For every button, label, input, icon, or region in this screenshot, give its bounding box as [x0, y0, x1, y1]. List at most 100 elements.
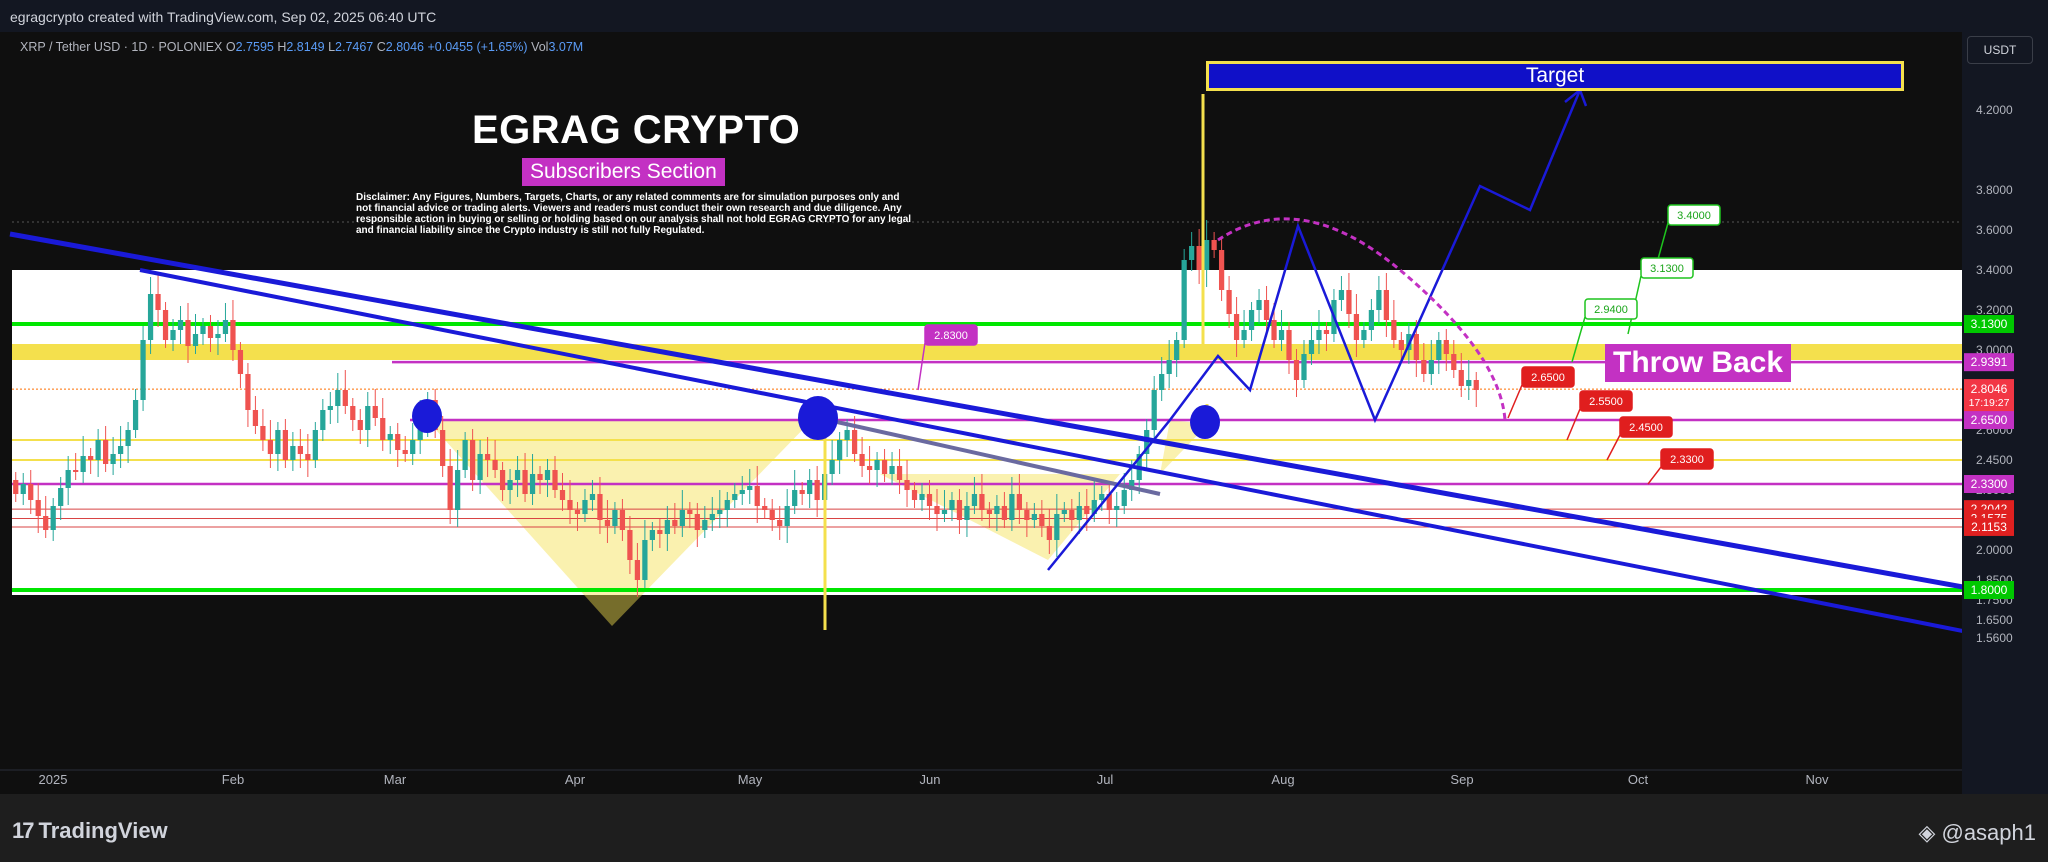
candle-body — [1076, 506, 1082, 520]
candle-body — [1039, 514, 1045, 526]
candle-body — [28, 484, 34, 500]
candle-body — [305, 454, 311, 460]
y-axis-tick-label: 1.6500 — [1976, 613, 2013, 627]
candle-body — [260, 426, 266, 440]
candle-body — [80, 456, 86, 472]
dashed-arc — [1217, 217, 1507, 421]
candle-body — [372, 406, 378, 418]
price-tag-box — [1964, 581, 2014, 599]
candle-body — [739, 490, 745, 494]
candle-body — [1428, 360, 1434, 374]
candle-body — [350, 406, 356, 420]
candle-body — [1129, 480, 1135, 490]
candle-body — [492, 460, 498, 470]
candle-body — [35, 500, 41, 516]
candle-body — [110, 454, 116, 464]
candle-body — [514, 470, 521, 480]
candle-body — [799, 490, 805, 494]
candle-body — [245, 374, 251, 410]
candle-body — [1248, 310, 1255, 330]
last-price-tag — [1964, 379, 2014, 412]
candle-body — [889, 466, 895, 474]
candle-body — [50, 506, 56, 530]
candle-body — [192, 334, 199, 346]
target-box: Target — [1206, 61, 1904, 91]
x-axis-tick-label: May — [738, 772, 763, 787]
candle-body — [1046, 526, 1052, 540]
candle-body — [65, 470, 71, 488]
y-axis-tick-label: 2.0000 — [1976, 543, 2013, 557]
candle-body — [1151, 390, 1157, 430]
magenta-callout-box — [924, 324, 978, 346]
price-tag-box — [1964, 411, 2014, 429]
candle-body — [267, 440, 274, 454]
candle-body — [1174, 340, 1180, 360]
price-tag-box — [1964, 353, 2014, 372]
candle-body — [1031, 514, 1037, 520]
candle-body — [275, 430, 281, 454]
price-tag-label: 1.8000 — [1971, 583, 2008, 597]
candle-body — [986, 510, 993, 514]
x-axis-tick-label: Oct — [1628, 772, 1649, 787]
currency-button[interactable]: USDT — [1967, 36, 2033, 64]
candle-body — [1218, 250, 1225, 290]
red-callout-box — [1660, 448, 1714, 470]
red-callout-box — [1579, 390, 1633, 412]
footer-bar — [0, 794, 2048, 862]
candle-body — [95, 440, 101, 460]
countdown-label: 17:19:27 — [1969, 397, 2010, 409]
candle-body — [215, 334, 221, 338]
candle-body — [1091, 500, 1097, 514]
candle-body — [612, 510, 618, 526]
candle-body — [687, 510, 693, 514]
candle-body — [1001, 506, 1008, 520]
disclaimer-text: Disclaimer: Any Figures, Numbers, Target… — [356, 192, 912, 236]
candle-body — [312, 430, 318, 460]
candle-body — [702, 520, 708, 530]
candle-body — [320, 410, 326, 430]
candle-body — [237, 350, 244, 374]
candle-body — [410, 440, 416, 454]
symbol-legend: XRP / Tether USD · 1D · POLONIEX O2.7595… — [20, 40, 583, 54]
candle-body — [747, 486, 753, 490]
pattern-marker-circle — [412, 399, 442, 433]
candle-body — [365, 406, 371, 430]
candle-body — [994, 506, 1000, 514]
candle-body — [837, 440, 843, 460]
throw-back-label: Throw Back — [1605, 344, 1792, 382]
candle-body — [642, 540, 648, 580]
tradingview-logo[interactable]: 17 TradingView — [12, 818, 168, 844]
green-callout-box — [1640, 257, 1694, 279]
trendline-lower — [139, 268, 2009, 642]
candle-body — [447, 466, 453, 510]
candle-body — [147, 294, 154, 340]
candle-body — [335, 390, 341, 406]
author-handle[interactable]: ◈ @asaph1 — [1918, 820, 2036, 846]
candle-body — [574, 510, 581, 514]
candle-body — [724, 500, 730, 510]
price-tag-label: 2.1153 — [1971, 520, 2007, 534]
candle-body — [866, 466, 873, 470]
candle-body — [1121, 490, 1127, 506]
candle-body — [1361, 330, 1367, 340]
candle-body — [604, 520, 611, 526]
author-name: @asaph1 — [1941, 820, 2036, 845]
candle-body — [282, 430, 288, 460]
candle-body — [979, 494, 985, 510]
green-callout-text: 3.4000 — [1677, 210, 1711, 222]
candle-body — [43, 516, 49, 530]
change-value: +0.0455 (+1.65%) — [427, 40, 528, 54]
candle-body — [155, 294, 161, 310]
red-callout-box — [1521, 366, 1575, 388]
x-axis-tick-label: Jun — [920, 772, 941, 787]
candle-body — [672, 520, 678, 526]
trendline-upper — [9, 231, 2025, 601]
green-callout-pointer — [1571, 316, 1586, 363]
candle-body — [941, 510, 948, 514]
y-axis-tick-label: 4.2000 — [1976, 103, 2013, 117]
low-value: 2.7467 — [335, 40, 374, 54]
candle-body — [934, 506, 940, 514]
red-callout-pointer — [1566, 408, 1581, 441]
candle-body — [971, 494, 978, 506]
